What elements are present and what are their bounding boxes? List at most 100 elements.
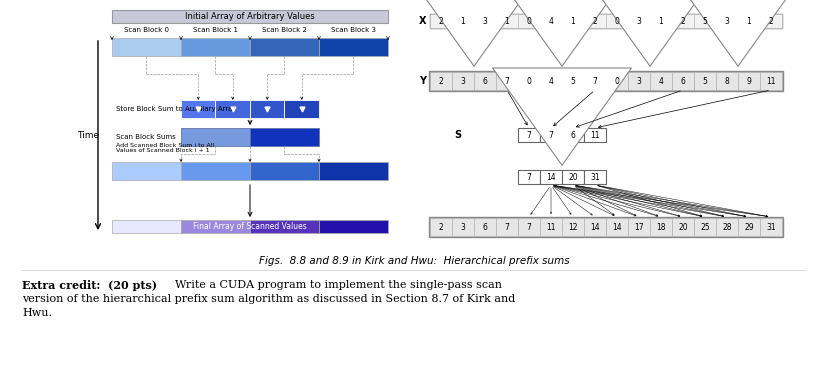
Bar (737, 72, 759, 90)
Bar (759, 218, 781, 236)
Bar (759, 14, 781, 28)
Bar (715, 218, 737, 236)
Text: Y: Y (418, 76, 425, 86)
Text: 5: 5 (702, 77, 706, 86)
Bar (627, 14, 649, 28)
Text: 7: 7 (504, 223, 509, 231)
Text: 20: 20 (677, 223, 687, 231)
Text: 6: 6 (680, 77, 685, 86)
Text: Scan Block 1: Scan Block 1 (193, 27, 237, 33)
Text: 5: 5 (570, 77, 575, 86)
Text: Time: Time (77, 131, 99, 140)
Text: 20: 20 (567, 173, 577, 182)
Text: 2: 2 (592, 17, 596, 26)
Bar (452, 14, 473, 28)
Text: 1: 1 (746, 17, 750, 26)
Bar (429, 14, 781, 28)
Bar (672, 72, 693, 90)
Bar (649, 218, 672, 236)
Text: 2: 2 (438, 17, 442, 26)
Bar (672, 218, 693, 236)
Text: Scan Block Sums: Scan Block Sums (116, 134, 175, 140)
Text: 7: 7 (526, 173, 531, 182)
Bar (318, 220, 388, 233)
Bar (428, 71, 782, 91)
Text: Scan Block 3: Scan Block 3 (331, 27, 375, 33)
Bar (429, 218, 452, 236)
Bar (605, 14, 627, 28)
Text: version of the hierarchical prefix sum algorithm as discussed in Section 8.7 of : version of the hierarchical prefix sum a… (22, 294, 514, 304)
Bar (518, 72, 539, 90)
Bar (429, 72, 452, 90)
Text: 4: 4 (657, 77, 662, 86)
Bar (112, 10, 388, 23)
Text: S: S (453, 130, 461, 140)
Text: 7: 7 (526, 223, 531, 231)
Bar (715, 14, 737, 28)
Bar (318, 38, 388, 56)
Bar (452, 218, 473, 236)
Text: Initial Array of Arbitrary Values: Initial Array of Arbitrary Values (185, 12, 314, 21)
Text: 0: 0 (614, 17, 619, 26)
Text: 14: 14 (590, 223, 599, 231)
Text: 1: 1 (570, 17, 575, 26)
Text: Extra credit:  (20 pts): Extra credit: (20 pts) (22, 280, 157, 291)
Bar (518, 14, 539, 28)
Text: 4: 4 (548, 17, 552, 26)
Text: 2: 2 (438, 77, 442, 86)
Bar (605, 218, 627, 236)
Bar (672, 14, 693, 28)
Text: 11: 11 (765, 77, 775, 86)
Bar (112, 220, 181, 233)
Text: 17: 17 (633, 223, 643, 231)
Bar (539, 170, 562, 184)
Text: 1: 1 (460, 17, 465, 26)
Bar (759, 72, 781, 90)
Text: 7: 7 (548, 130, 552, 139)
Bar (583, 170, 605, 184)
Text: X: X (418, 16, 426, 26)
Bar (495, 14, 518, 28)
Bar (583, 14, 605, 28)
Bar (539, 128, 562, 142)
Bar (181, 38, 250, 56)
Bar (693, 14, 781, 28)
Text: 5: 5 (702, 17, 706, 26)
Bar (562, 128, 583, 142)
Text: 4: 4 (548, 77, 552, 86)
Bar (715, 72, 737, 90)
Text: 6: 6 (482, 77, 487, 86)
Bar (562, 14, 583, 28)
Text: 2: 2 (767, 17, 772, 26)
Bar (649, 72, 672, 90)
Text: 6: 6 (482, 223, 487, 231)
Bar (605, 218, 693, 236)
Bar (583, 128, 605, 142)
Text: 11: 11 (590, 130, 599, 139)
Bar (428, 217, 782, 237)
Bar (562, 72, 583, 90)
Text: Add Scanned Block Sum i to All
Values of Scanned Block i + 1: Add Scanned Block Sum i to All Values of… (116, 142, 214, 153)
Bar (495, 218, 518, 236)
Bar (562, 218, 583, 236)
Text: 3: 3 (724, 17, 729, 26)
Bar (693, 14, 715, 28)
Text: 8: 8 (724, 77, 729, 86)
Bar (518, 218, 539, 236)
Bar (473, 218, 495, 236)
Text: 3: 3 (636, 17, 641, 26)
Bar (518, 218, 605, 236)
Bar (181, 220, 250, 233)
Bar (215, 100, 250, 118)
Bar (539, 72, 562, 90)
Text: 31: 31 (765, 223, 775, 231)
Bar (250, 100, 284, 118)
Text: 1: 1 (657, 17, 662, 26)
Bar (562, 170, 583, 184)
Bar (429, 14, 452, 28)
Bar (693, 218, 715, 236)
Bar (250, 220, 318, 233)
Text: 9: 9 (746, 77, 751, 86)
Bar (583, 218, 605, 236)
Text: 14: 14 (546, 173, 555, 182)
